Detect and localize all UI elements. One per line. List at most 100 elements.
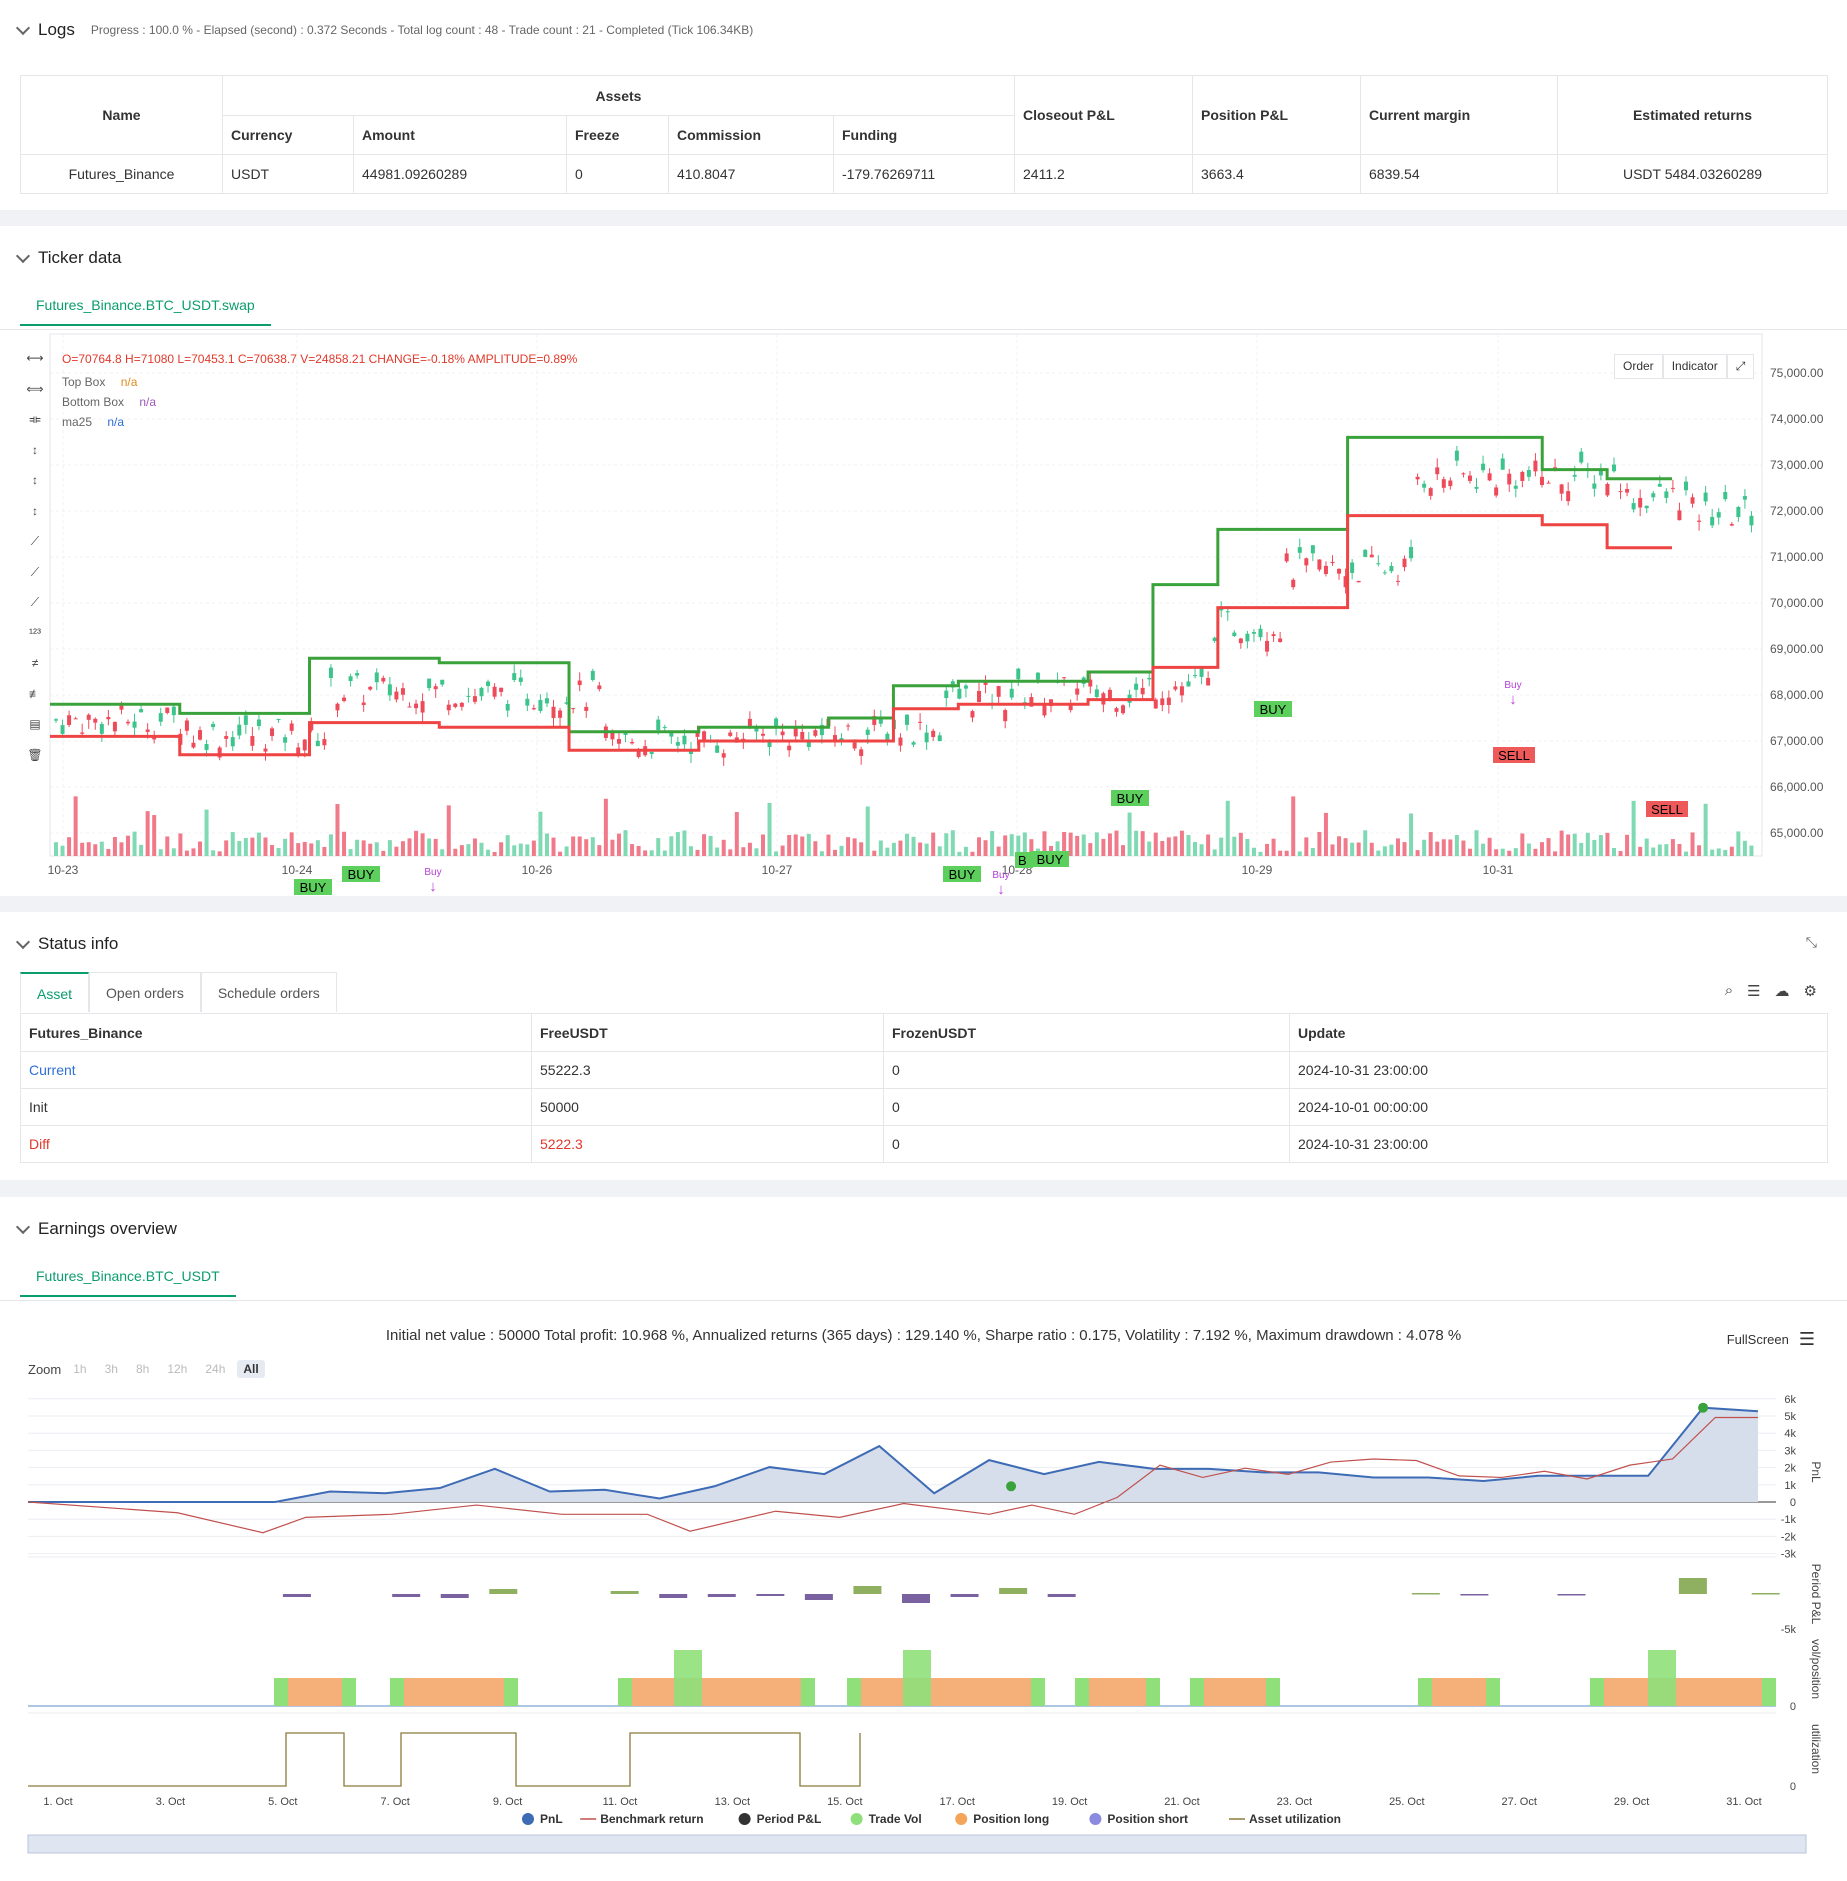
legend-item[interactable]: Period P&L <box>738 1812 822 1826</box>
candle-body <box>335 703 340 711</box>
layers-icon[interactable]: ▤ <box>29 717 41 731</box>
horizontal-ray-icon[interactable]: ⟺ <box>26 381 44 396</box>
volume-bar <box>1481 843 1486 856</box>
trash-icon[interactable]: 🗑 <box>27 747 43 762</box>
candle-body <box>957 688 962 699</box>
horizontal-line-icon[interactable]: ⟷ <box>26 351 44 365</box>
pnl-tick: 4k <box>1784 1428 1796 1440</box>
status-header[interactable]: Status info <box>15 934 118 954</box>
segment-icon[interactable]: ⟋ <box>30 595 40 609</box>
gear-icon[interactable]: ⚙ <box>1803 983 1817 1000</box>
volume-bar <box>806 833 811 856</box>
row-label-current[interactable]: Current <box>20 1051 532 1089</box>
zoom-1h[interactable]: 1h <box>73 1362 87 1376</box>
x-tick-label: 13. Oct <box>715 1796 750 1808</box>
volume-bar <box>165 836 170 856</box>
col-exchange: Futures_Binance <box>20 1013 532 1052</box>
y-tick-label: 68,000.00 <box>1770 688 1824 702</box>
zoom-8h[interactable]: 8h <box>135 1362 150 1376</box>
volume-bar <box>1598 835 1603 856</box>
row-label-diff: Diff <box>20 1125 532 1163</box>
ray-line-icon[interactable]: ⟋ <box>30 564 40 579</box>
parallel-line-icon[interactable]: ⟚ <box>29 412 41 426</box>
pnl-tick: -1k <box>1781 1514 1797 1526</box>
table-row: Current 55222.3 0 2024-10-31 23:00:00 <box>20 1051 1828 1089</box>
volume-bar <box>1310 848 1315 856</box>
fullscreen-button[interactable]: FullScreen ☰ <box>1727 1329 1815 1350</box>
volume-bar <box>112 837 117 856</box>
legend-item-1[interactable]: Bottom Box n/a <box>62 392 156 412</box>
volume-bar <box>538 811 543 856</box>
vertical-ray-icon[interactable]: ↕ <box>32 473 38 487</box>
zoom-12h[interactable]: 12h <box>167 1362 188 1376</box>
tab-btc-swap[interactable]: Futures_Binance.BTC_USDT.swap <box>20 284 271 326</box>
chevron-down-icon[interactable] <box>15 934 31 949</box>
order-button[interactable]: Order <box>1614 354 1663 379</box>
legend-value: n/a <box>136 395 157 409</box>
expand-icon[interactable]: ⤢ <box>1726 354 1755 379</box>
candle-body <box>204 744 209 750</box>
volume-bar <box>1193 841 1198 856</box>
x-tick-label: 25. Oct <box>1389 1796 1424 1808</box>
candle-body <box>1251 632 1256 634</box>
candlestick-chart[interactable]: 75,000.00 74,000.00 73,000.00 72,000.00 71,0… <box>0 226 1847 896</box>
indicator-button[interactable]: Indicator <box>1662 354 1727 379</box>
pnl-area <box>28 1407 1758 1502</box>
volume-bar <box>1500 848 1505 856</box>
candle-body <box>1526 470 1531 477</box>
x-tick-label: 9. Oct <box>493 1796 522 1808</box>
list-icon[interactable]: ☰ <box>1747 983 1761 1000</box>
x-tick-label: 5. Oct <box>268 1796 297 1808</box>
zero-tick: 0 <box>1790 1701 1796 1713</box>
volume-bar <box>977 837 982 856</box>
legend-item[interactable]: Benchmark return <box>580 1812 704 1826</box>
ticker-header[interactable]: Ticker data <box>15 248 121 268</box>
volume-bar <box>407 838 412 856</box>
candle-body <box>387 684 392 696</box>
candle-body <box>996 686 1001 697</box>
collapse-icon[interactable]: ⤡ <box>1805 934 1817 950</box>
zoom-All[interactable]: All <box>237 1360 265 1378</box>
legend-item[interactable]: Position long <box>955 1812 1049 1826</box>
legend-item[interactable]: Position short <box>1089 1812 1188 1826</box>
pitchfork-icon[interactable]: ≢ <box>29 686 41 701</box>
logs-header[interactable]: Logs Progress : 100.0 % - Elapsed (secon… <box>15 20 753 40</box>
volume-bar <box>296 843 301 856</box>
price-label-icon[interactable]: ¹²³ <box>29 625 41 640</box>
cell-funding: -179.76269711 <box>833 154 1015 194</box>
chevron-down-icon[interactable] <box>15 20 31 35</box>
pnl-min-marker <box>1006 1481 1017 1492</box>
position-long-bar <box>618 1678 815 1706</box>
trend-line-icon[interactable]: ⟋ <box>30 534 40 548</box>
volume-bar <box>963 846 968 856</box>
legend-item[interactable]: PnL <box>522 1812 563 1826</box>
tab-btc-usdt[interactable]: Futures_Binance.BTC_USDT <box>20 1255 236 1297</box>
tab-schedule-orders[interactable]: Schedule orders <box>200 972 337 1012</box>
volume-bar <box>1212 849 1217 856</box>
legend-item[interactable]: Asset utilization <box>1229 1812 1341 1826</box>
vertical-line-icon[interactable]: ↕ <box>32 442 38 457</box>
channel-icon[interactable]: ≠ <box>31 656 39 670</box>
tab-open-orders[interactable]: Open orders <box>89 972 201 1012</box>
legend-item[interactable]: Trade Vol <box>850 1812 922 1826</box>
volume-bar <box>1003 835 1008 856</box>
candle-body <box>1448 480 1453 487</box>
volume-bar <box>224 840 229 856</box>
earnings-header[interactable]: Earnings overview <box>15 1219 177 1239</box>
tab-asset[interactable]: Asset <box>20 972 90 1012</box>
candle-body <box>819 724 824 736</box>
candle-body <box>1107 689 1112 700</box>
volume-bar <box>793 834 798 856</box>
legend-item-2[interactable]: ma25 n/a <box>62 412 156 432</box>
legend-item-0[interactable]: Top Box n/a <box>62 372 156 392</box>
cloud-icon[interactable]: ☁ <box>1774 983 1790 1000</box>
vertical-segment-icon[interactable]: ↕ <box>32 503 38 518</box>
zoom-24h[interactable]: 24h <box>205 1362 226 1376</box>
period-pnl-bar <box>440 1594 469 1598</box>
zoom-3h[interactable]: 3h <box>104 1362 118 1376</box>
search-icon[interactable]: ⌕ <box>1724 982 1734 999</box>
volume-bar <box>1651 847 1656 856</box>
menu-icon[interactable]: ☰ <box>1798 1329 1815 1349</box>
y-tick-label: 73,000.00 <box>1770 458 1824 472</box>
earnings-chart[interactable]: 6k 5k 4k 3k 2k 1k 0 -1k -2k -3k -5k 0 0 PnL Period P&L… <box>0 1197 1847 1881</box>
